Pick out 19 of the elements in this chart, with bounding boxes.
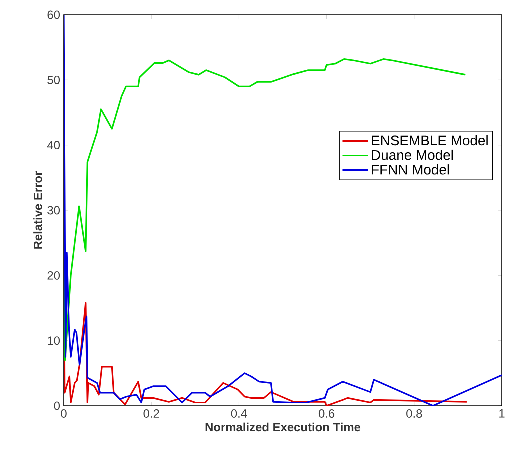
y-axis-title: Relative Error [34, 172, 42, 249]
y-tick-label: 40 [47, 141, 60, 150]
y-tick-label: 10 [48, 336, 60, 346]
y-tick-label: 60 [48, 10, 60, 20]
y-tick-label: 20 [48, 271, 60, 280]
y-tick-label: 50 [48, 76, 60, 84]
y-tick-label: 0 [54, 402, 60, 410]
line-series [64, 15, 502, 406]
x-tick-label: 0.8 [406, 410, 422, 418]
legend-label: FFNN Model [372, 164, 450, 175]
x-tick-label: 0 [61, 410, 67, 418]
x-axis-title: Normalized Execution Time [206, 422, 361, 432]
x-tick-label: 0.4 [231, 410, 248, 418]
legend-label: Duane Model [372, 150, 454, 160]
y-tick-label: 30 [48, 206, 60, 215]
x-tick-label: 0.2 [144, 410, 160, 418]
x-tick-label: 1 [500, 410, 505, 418]
x-tick-label: 0.6 [318, 410, 335, 418]
legend-label: ENSEMBLE Model [372, 135, 488, 146]
